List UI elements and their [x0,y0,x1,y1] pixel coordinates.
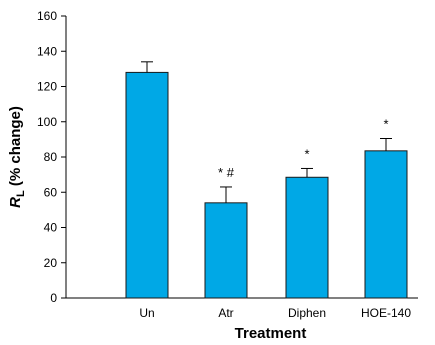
y-tick-label: 140 [37,44,57,58]
y-axis-title: RL (% change) [7,106,27,208]
y-axis-title-symbol: R [7,197,24,208]
x-tick-label: Un [139,306,154,320]
y-tick-label: 120 [37,80,57,94]
x-tick-label: Atr [218,306,233,320]
y-tick-label: 160 [37,9,57,23]
significance-label: * [383,116,388,131]
bar [204,202,248,299]
x-tick-label: Diphen [288,306,326,320]
significance-label: * # [218,165,235,180]
bar [285,176,329,299]
bars: * # * * [125,61,408,299]
significance-label: * [304,146,309,161]
x-axis-title: Treatment [235,325,307,342]
y-tick-label: 80 [44,150,58,164]
y-axis-title-text: (% change) [7,106,24,190]
y-tick-label: 60 [44,185,58,199]
y-axis-title-subscript: L [15,190,27,197]
bar [125,71,169,299]
y-axis: 0 20 40 60 80 100 120 140 160 [37,9,67,305]
y-tick-label: 40 [44,221,58,235]
y-tick-label: 0 [50,291,57,305]
x-tick-label: HOE-140 [361,306,411,320]
y-tick-label: 100 [37,115,57,129]
bar [364,150,408,299]
category-labels: Un Atr Diphen HOE-140 [139,306,411,320]
y-tick-label: 20 [44,256,58,270]
